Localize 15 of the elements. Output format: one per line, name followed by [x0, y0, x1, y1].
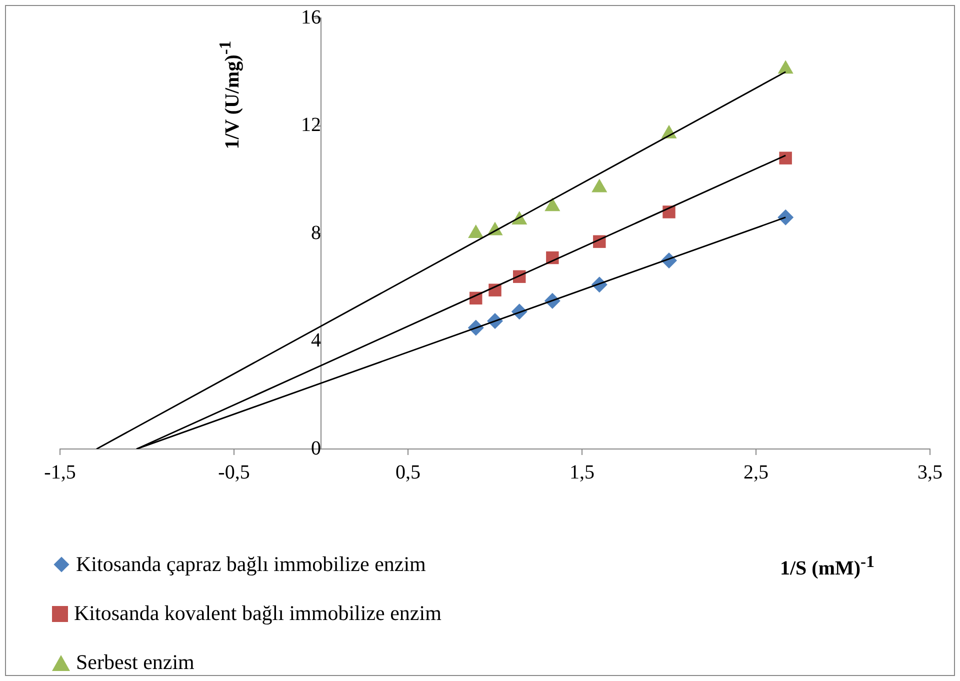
x-tick-label: 2,5 [744, 461, 768, 484]
x-tick-label: -0,5 [218, 461, 250, 484]
y-tick-label: 8 [311, 222, 321, 244]
x-tick-label: -1,5 [44, 461, 76, 484]
x-tick-label: 0,5 [396, 461, 420, 484]
legend-label: Kitosanda kovalent bağlı immobilize enzim [74, 601, 442, 626]
y-tick-label: 4 [311, 330, 321, 352]
x-tick-label: 3,5 [918, 461, 942, 484]
legend-label: Kitosanda çapraz bağlı immobilize enzim [76, 552, 426, 577]
y-tick-label: 16 [301, 6, 321, 28]
y-tick-label: 12 [301, 114, 321, 136]
x-tick-label: 1,5 [570, 461, 594, 484]
legend-label: Serbest enzim [76, 650, 194, 675]
x-axis-title: 1/S (mM)$^{-1}$ [780, 552, 874, 581]
y-tick-label: 0 [311, 437, 321, 460]
